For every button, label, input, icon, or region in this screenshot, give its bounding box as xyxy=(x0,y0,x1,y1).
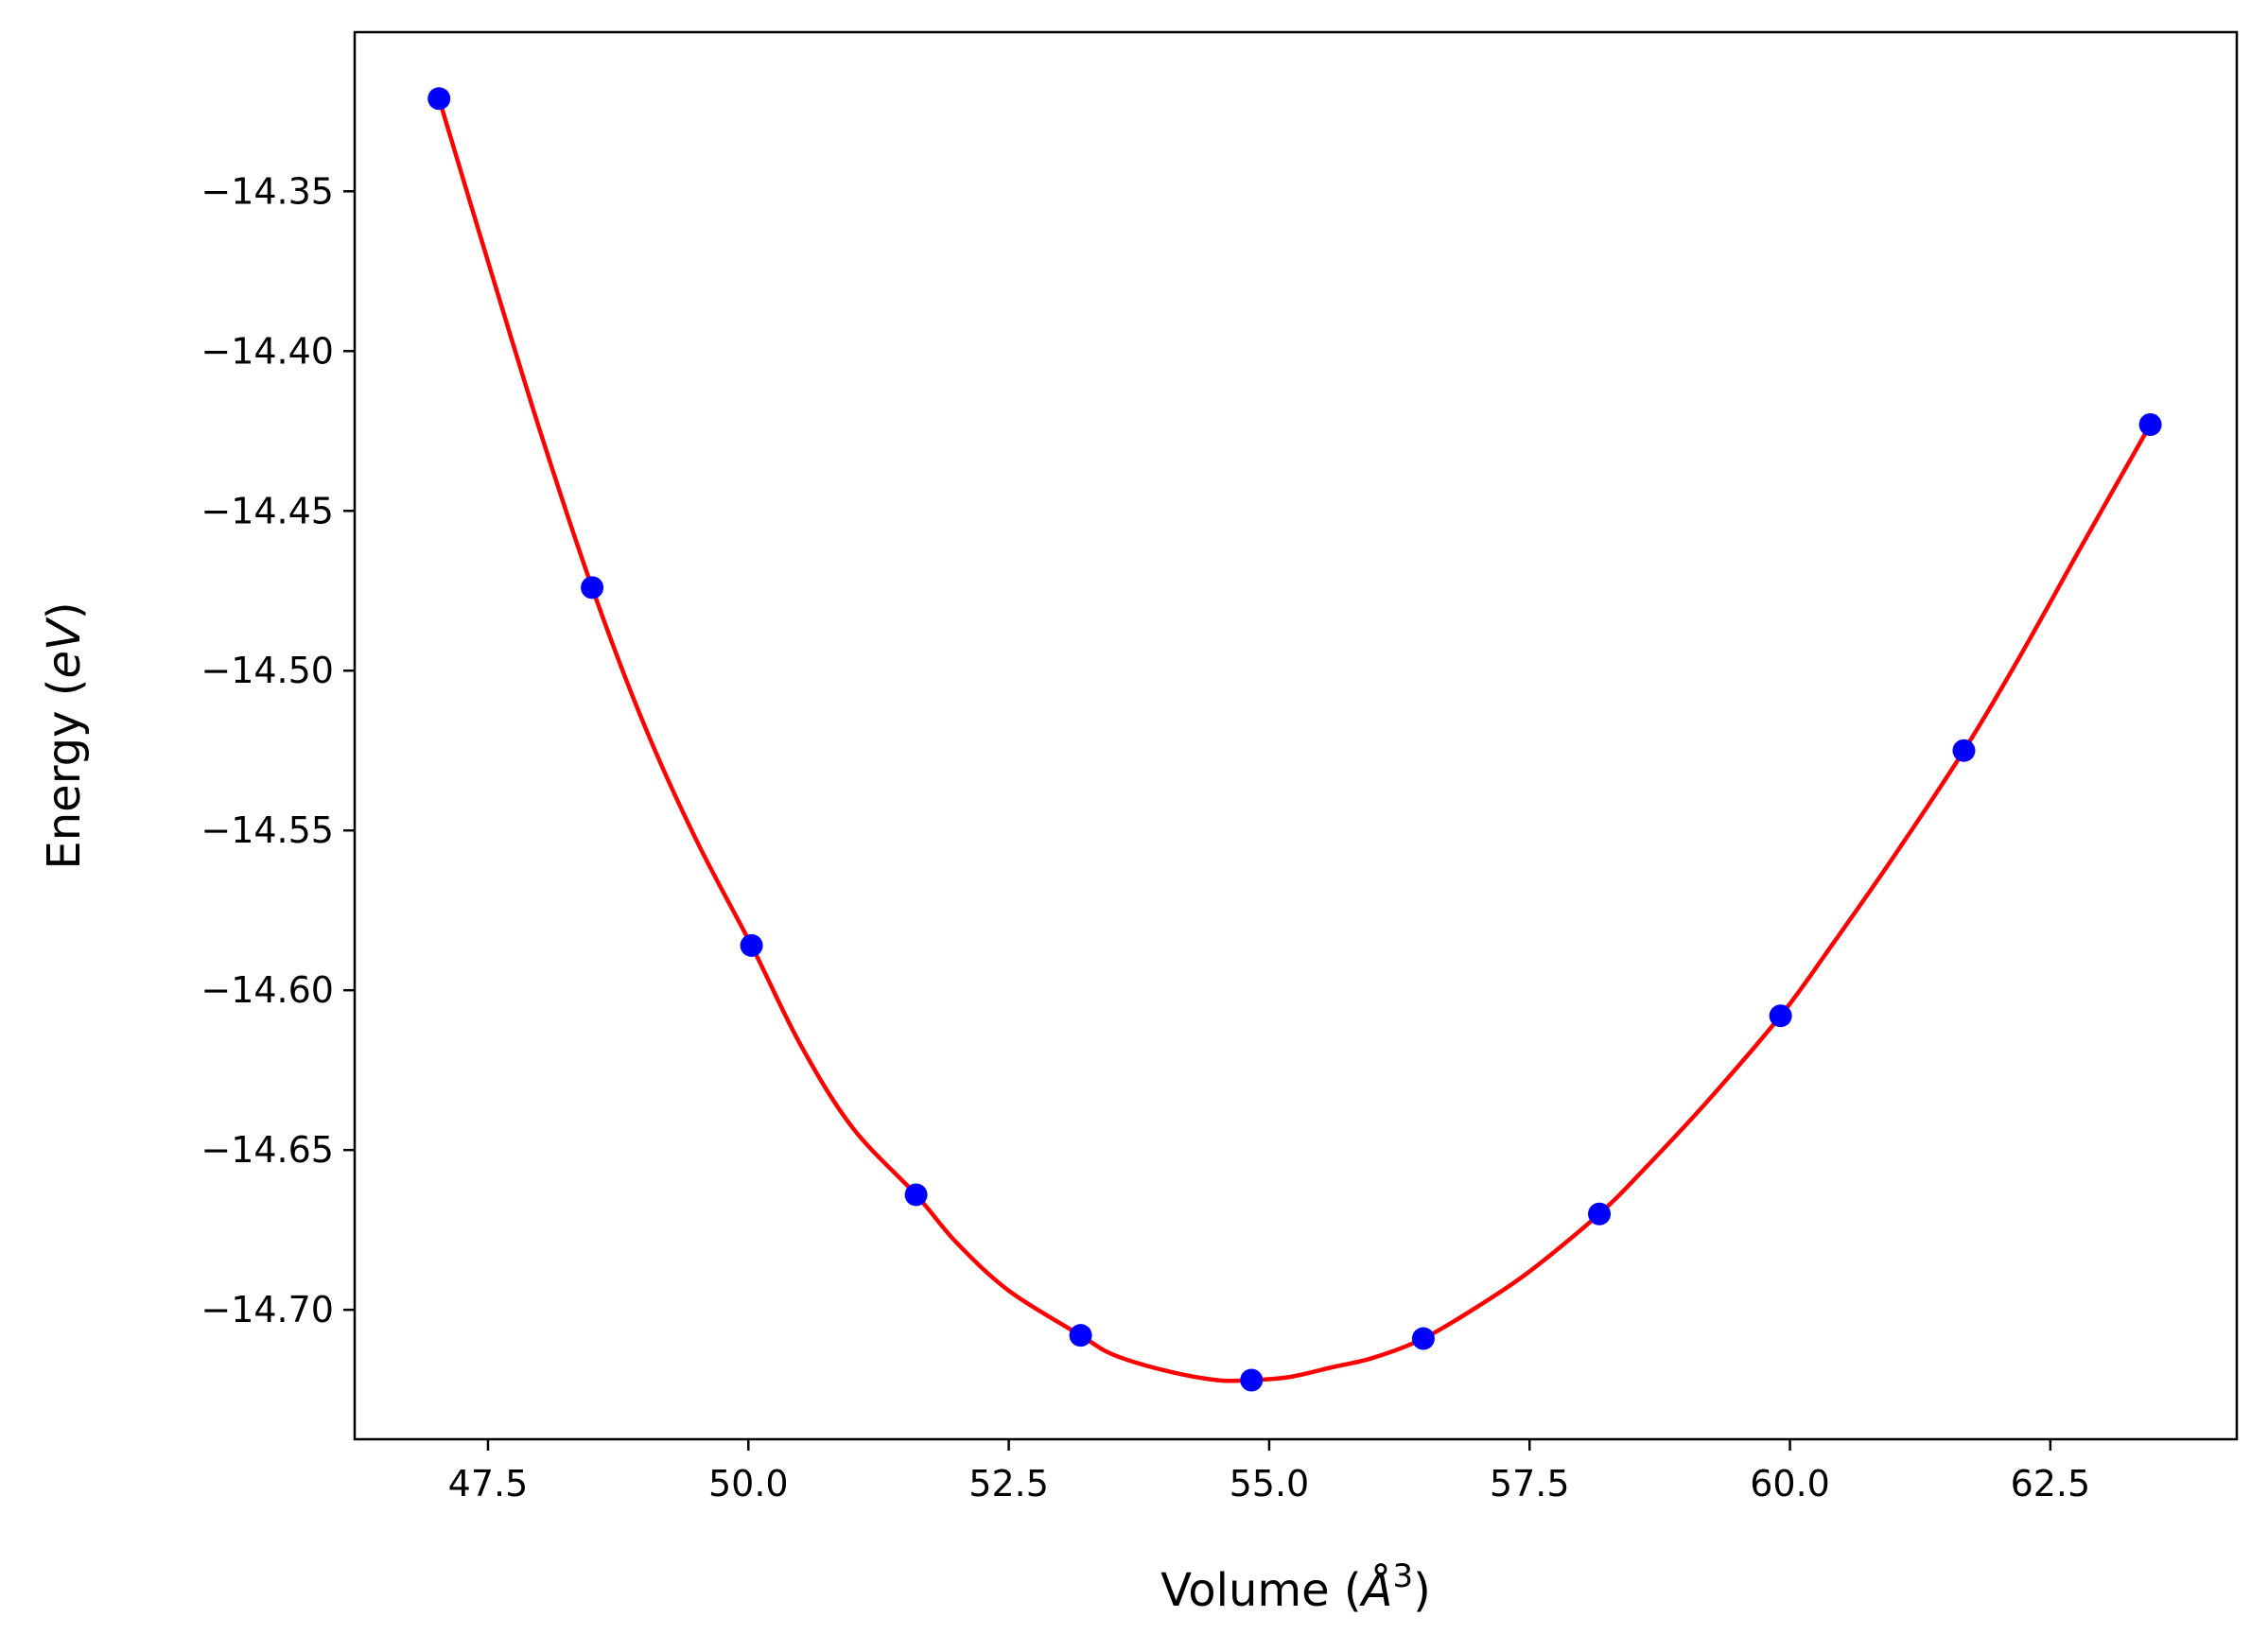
data-point xyxy=(1069,1324,1092,1348)
x-axis-label-symbol: Å xyxy=(1359,1563,1393,1617)
y-tick-label: −14.35 xyxy=(201,170,334,212)
y-axis-ticks: −14.35 −14.40 −14.45 −14.50 −14.55 −14.60 −14.… xyxy=(201,170,355,1330)
fit-curve-line xyxy=(436,96,2153,1383)
y-axis-label-prefix: Energy ( xyxy=(38,679,91,870)
x-tick-label: 60.0 xyxy=(1750,1463,1830,1504)
y-axis-label-suffix: ) xyxy=(38,601,91,619)
x-axis-label: Volume (Å3) xyxy=(1160,1557,1431,1617)
data-point xyxy=(2138,413,2162,437)
y-tick-label: −14.50 xyxy=(201,650,334,691)
x-tick-label: 50.0 xyxy=(708,1463,789,1504)
data-point xyxy=(1411,1327,1435,1350)
x-tick-label: 52.5 xyxy=(968,1463,1049,1504)
x-axis-label-prefix: Volume ( xyxy=(1160,1564,1362,1617)
data-point xyxy=(1588,1202,1612,1226)
x-axis-label-suffix: ) xyxy=(1413,1564,1431,1617)
x-tick-label: 62.5 xyxy=(2011,1463,2091,1504)
data-point xyxy=(1952,739,1976,762)
y-tick-label: −14.55 xyxy=(201,809,334,851)
y-tick-label: −14.70 xyxy=(201,1289,334,1330)
y-tick-label: −14.45 xyxy=(201,490,334,531)
plot-frame xyxy=(353,30,2239,1441)
y-tick-label: −14.60 xyxy=(201,969,334,1011)
data-point xyxy=(1240,1368,1264,1392)
data-points xyxy=(427,87,2162,1392)
data-point xyxy=(904,1183,928,1207)
y-tick-label: −14.65 xyxy=(201,1129,334,1171)
y-axis-label-unit: eV xyxy=(38,617,91,679)
y-tick-label: −14.40 xyxy=(201,330,334,372)
x-tick-label: 47.5 xyxy=(448,1463,529,1504)
x-axis-label-superscript: 3 xyxy=(1392,1557,1413,1595)
x-tick-label: 55.0 xyxy=(1230,1463,1310,1504)
x-tick-label: 57.5 xyxy=(1490,1463,1570,1504)
data-point xyxy=(581,576,604,600)
data-point xyxy=(427,87,451,111)
y-axis-label: Energy (eV) xyxy=(38,601,91,869)
x-axis-ticks: 47.5 50.0 52.5 55.0 57.5 60.0 62.5 xyxy=(448,1439,2091,1504)
data-point xyxy=(740,933,763,957)
data-point xyxy=(1769,1004,1792,1028)
plot-area xyxy=(355,32,2237,1439)
